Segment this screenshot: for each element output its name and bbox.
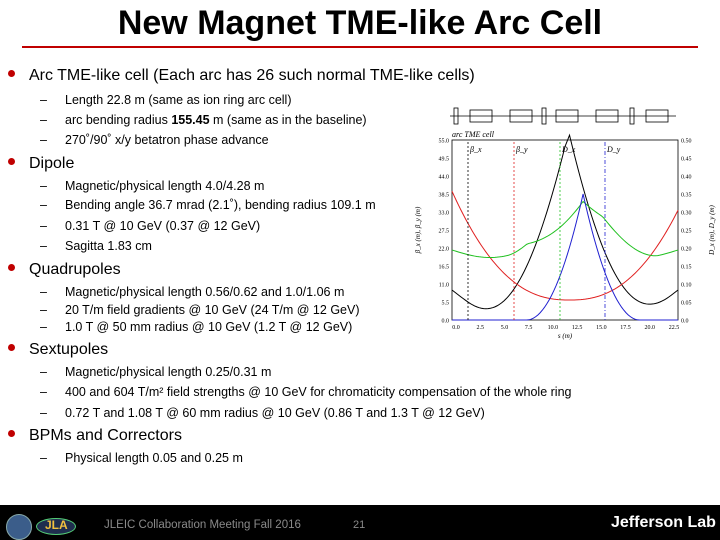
beta-y-curve <box>451 191 679 301</box>
x-tick-label: 20.0 <box>645 325 656 331</box>
bullet-quadrupoles: Quadrupoles <box>8 261 121 279</box>
plot-header: arc TME cell <box>452 130 495 139</box>
sub-item: – arc bending radius 155.45 m (same as in… <box>40 113 367 127</box>
jla-logo-icon: JLA <box>36 518 76 535</box>
y-right-tick-label: 0.35 <box>681 193 692 199</box>
y-left-tick-label: 0.0 <box>442 319 450 325</box>
sub-item: – Length 22.8 m (same as ion ring arc cel… <box>40 93 292 107</box>
sub-item: –400 and 604 T/m² field strengths @ 10 G… <box>40 385 572 399</box>
y-left-label: β_x (m), β_y (m) <box>414 206 422 254</box>
bullet-dot <box>8 430 15 438</box>
sub-item: –270˚/90˚ x/y betatron phase advance <box>40 133 269 147</box>
y-right-tick-label: 0.40 <box>681 175 692 181</box>
page-number: 21 <box>353 519 366 531</box>
bullet-label: Arc TME-like cell (Each arc has 26 such … <box>29 67 475 84</box>
sub-item: –1.0 T @ 50 mm radius @ 10 GeV (1.2 T @ … <box>40 320 353 334</box>
y-left-tick-label: 49.5 <box>439 157 450 163</box>
x-tick-label: 22.5 <box>669 325 680 331</box>
x-tick-label: 5.0 <box>501 325 509 331</box>
y-right-ticks: 0.0 0.05 0.10 0.15 0.20 0.25 0.30 0.35 0.40 0.45 0… <box>681 139 692 325</box>
y-left-tick-label: 22.0 <box>439 247 450 253</box>
y-left-tick-label: 27.5 <box>439 229 450 235</box>
magnet-layout-strip <box>450 107 676 125</box>
bullet-label: Dipole <box>29 155 75 172</box>
bullet-sextupoles: Sextupoles <box>8 341 108 359</box>
bullet-dot <box>8 158 15 166</box>
sub-item: – Magnetic/physical length 0.25/0.31 m <box>40 365 272 379</box>
y-right-tick-label: 0.50 <box>681 139 692 145</box>
x-tick-label: 10.0 <box>548 325 559 331</box>
slide-title: New Magnet TME-like Arc Cell <box>117 4 603 42</box>
x-tick-label: 17.5 <box>620 325 631 331</box>
title-divider <box>22 46 698 48</box>
x-ticks: 0.0 2.5 5.0 7.5 10.0 12.5 15.0 17.5 20.0 22.5 <box>452 325 679 331</box>
y-left-tick-label: 44.0 <box>439 175 450 181</box>
y-left-tick-label: 16.5 <box>439 265 450 271</box>
plot-frame <box>451 139 679 321</box>
sub-item: – Sagitta 1.83 cm <box>40 239 152 253</box>
y-right-tick-label: 0.15 <box>681 265 692 271</box>
x-label: s (m) <box>558 332 573 340</box>
legend-dx: D_x <box>561 145 576 154</box>
legend-bx: β_x <box>469 145 482 154</box>
dispersion-y-curve <box>452 193 678 321</box>
sub-item: –0.31 T @ 10 GeV (0.37 @ 12 GeV) <box>40 219 261 233</box>
sub-item: – Bending angle 36.7 mrad (2.1˚), bending… <box>40 198 376 212</box>
bullet-arc-cell: Arc TME-like cell (Each arc has 26 such … <box>8 67 475 85</box>
conference-name: JLEIC Collaboration Meeting Fall 2016 <box>104 519 301 531</box>
lattice-function-plot: arc TME cell 0.0 5.5 11.0 16.5 22.0 27.5 33.0 3… <box>414 107 716 340</box>
y-right-label: D_x (m), D_y (m) <box>708 204 716 255</box>
y-left-ticks: 0.0 5.5 11.0 16.5 22.0 27.5 33.0 38.5 44.0 49.5 55… <box>439 139 450 325</box>
x-tick-label: 12.5 <box>572 325 583 331</box>
y-right-tick-label: 0.20 <box>681 247 692 253</box>
y-right-tick-label: 0.10 <box>681 283 692 289</box>
legend-by: β_y <box>515 145 528 154</box>
y-right-tick-label: 0.05 <box>681 301 692 307</box>
y-left-tick-label: 11.0 <box>439 283 449 289</box>
sub-item: – Magnetic/physical length 4.0/4.28 m <box>40 179 265 193</box>
x-tick-label: 2.5 <box>476 325 484 331</box>
bullet-bpms: BPMs and Correctors <box>8 427 182 445</box>
bullet-dot <box>8 344 15 352</box>
bullet-label: Sextupoles <box>29 341 109 358</box>
bullet-dot <box>8 70 15 78</box>
y-left-tick-label: 55.0 <box>439 139 450 145</box>
y-right-tick-label: 0.45 <box>681 157 692 163</box>
doe-seal-icon <box>6 514 32 540</box>
legend-dy: D_y <box>606 145 621 154</box>
lab-name: Jefferson Lab <box>611 514 716 531</box>
bullet-dipole: Dipole <box>8 155 74 173</box>
y-left-tick-label: 38.5 <box>439 193 450 199</box>
y-left-tick-label: 33.0 <box>439 211 450 217</box>
x-tick-label: 15.0 <box>596 325 607 331</box>
beta-x-curve <box>451 133 679 310</box>
y-left-tick-label: 5.5 <box>442 301 450 307</box>
footer-bar: JLA JLEIC Collaboration Meeting Fall 201… <box>0 505 720 540</box>
sub-item: – Physical length 0.05 and 0.25 m <box>40 451 243 465</box>
sub-item: –0.72 T and 1.08 T @ 60 mm radius @ 10 G… <box>40 406 485 420</box>
sub-item: –20 T/m field gradients @ 10 GeV (24 T/m… <box>40 303 360 317</box>
y-right-tick-label: 0.30 <box>681 211 692 217</box>
sub-item: – Magnetic/physical length 0.56/0.62 and … <box>40 285 345 299</box>
x-tick-label: 7.5 <box>525 325 533 331</box>
bullet-label: Quadrupoles <box>29 261 121 278</box>
x-tick-label: 0.0 <box>452 325 460 331</box>
bullet-label: BPMs and Correctors <box>29 427 182 444</box>
y-right-tick-label: 0.25 <box>681 229 692 235</box>
dispersion-x-curve <box>451 200 679 258</box>
bullet-dot <box>8 264 15 272</box>
y-right-tick-label: 0.0 <box>681 319 689 325</box>
plot-legend: β_x β_y D_x D_y <box>467 142 621 320</box>
